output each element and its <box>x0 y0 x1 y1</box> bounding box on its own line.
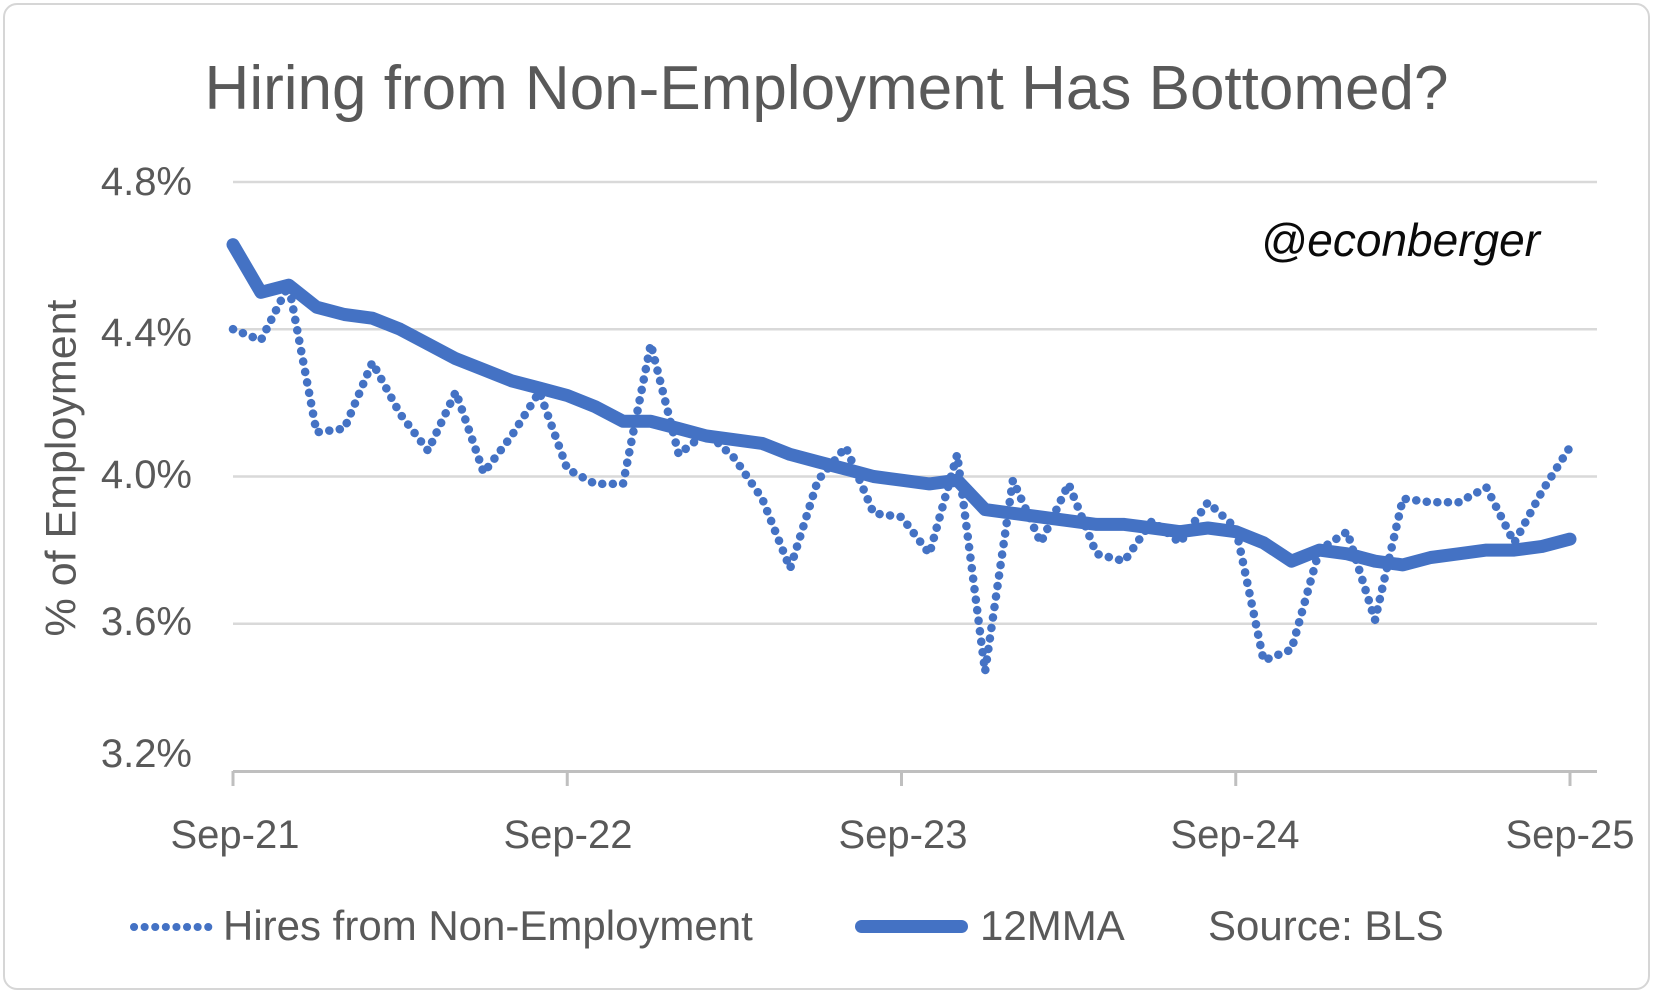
legend-label-12mma: 12MMA <box>980 902 1125 949</box>
legend-label-hires: Hires from Non-Employment <box>223 902 753 949</box>
plot-area <box>226 180 1597 786</box>
y-axis-tick-label: 4.4% <box>100 311 192 355</box>
chart-canvas: Hiring from Non-Employment Has Bottomed?… <box>3 3 1650 990</box>
source-note: Source: BLS <box>1208 902 1444 949</box>
legend-dotted-line-sample <box>130 923 220 931</box>
y-axis-tick-label: 4.0% <box>100 453 192 497</box>
x-axis-tick-label: Sep-23 <box>838 813 968 857</box>
y-axis-tick-label: 3.6% <box>100 600 192 644</box>
x-axis-tick-label: Sep-22 <box>503 813 633 857</box>
legend-solid-line-sample <box>855 920 968 933</box>
hires-series-path <box>228 280 1575 676</box>
mma-series-path <box>226 238 1577 572</box>
x-axis-tick-label: Sep-24 <box>1170 813 1300 857</box>
watermark-handle: @econberger <box>1260 214 1540 266</box>
x-axis-tick-label: Sep-25 <box>1505 813 1635 857</box>
y-axis-tick-label: 4.8% <box>100 160 192 204</box>
gridlines <box>233 180 1597 625</box>
x-axis-tick-label: Sep-21 <box>170 813 300 857</box>
axis-ticks <box>231 771 1572 786</box>
y-axis-tick-label: 3.2% <box>100 732 192 776</box>
chart-title: Hiring from Non-Employment Has Bottomed? <box>204 54 1449 123</box>
